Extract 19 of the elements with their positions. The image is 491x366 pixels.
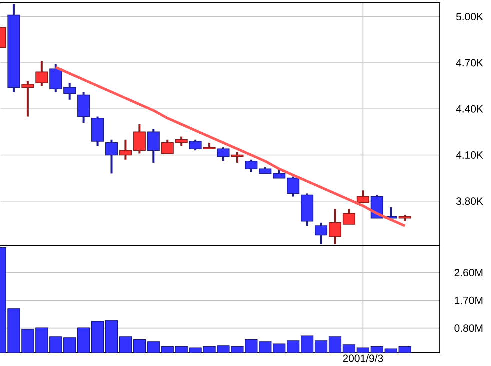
y-tick-label: 3.80K: [456, 198, 484, 206]
candlestick: [315, 222, 328, 246]
candlestick: [105, 138, 118, 175]
x-tick-label: 2001/9/3: [343, 354, 384, 362]
candlestick: [92, 116, 104, 148]
y-tick-label: 5.00K: [456, 13, 484, 21]
y-tick-label: 2.60M: [454, 269, 483, 277]
candlestick: [356, 190, 370, 204]
y-tick-label: 1.70M: [455, 296, 483, 304]
y-tick-label: 0.80M: [454, 324, 483, 332]
candlestick: [217, 146, 230, 162]
candlestick: [36, 60, 48, 88]
y-tick-label: 4.10K: [456, 152, 484, 159]
candlestick: [189, 138, 202, 152]
candlestick: [147, 128, 160, 164]
candlestick: [22, 80, 34, 118]
y-tick-label: 4.70K: [456, 59, 484, 67]
y-tick-label: 4.40K: [456, 105, 484, 113]
candlestick: [78, 91, 90, 124]
